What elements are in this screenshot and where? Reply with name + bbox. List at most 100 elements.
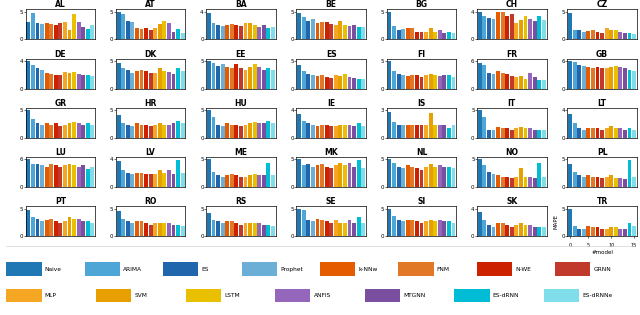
Bar — [49, 124, 53, 138]
Bar — [609, 31, 613, 39]
Bar — [500, 73, 504, 89]
Bar — [262, 123, 266, 138]
Bar — [429, 28, 433, 39]
Bar — [163, 223, 166, 236]
Bar — [392, 72, 396, 89]
Bar — [271, 27, 275, 39]
Bar — [568, 164, 572, 187]
Text: FNM: FNM — [437, 266, 450, 272]
Bar — [452, 168, 456, 187]
Bar — [244, 23, 248, 39]
Bar — [248, 223, 252, 236]
Bar — [262, 26, 266, 39]
Bar — [623, 33, 627, 39]
Bar — [573, 172, 577, 187]
Bar — [586, 226, 590, 236]
Bar — [628, 70, 632, 89]
Bar — [510, 178, 514, 187]
Bar — [573, 30, 577, 39]
Bar — [614, 128, 618, 138]
Bar — [45, 73, 49, 89]
Bar — [31, 164, 35, 187]
Bar — [492, 74, 495, 89]
Bar — [131, 174, 134, 187]
Bar — [343, 223, 347, 236]
Bar — [68, 30, 72, 39]
Bar — [86, 221, 90, 236]
Bar — [40, 221, 44, 236]
Title: CZ: CZ — [596, 0, 608, 9]
Bar — [63, 22, 67, 39]
Bar — [72, 219, 76, 236]
Bar — [537, 16, 541, 39]
Bar — [144, 124, 148, 138]
Bar — [26, 110, 30, 138]
Bar — [135, 123, 139, 138]
Bar — [573, 62, 577, 89]
Bar — [90, 223, 94, 236]
Title: ME: ME — [234, 148, 248, 157]
Bar — [524, 176, 527, 187]
Bar — [356, 123, 360, 138]
Bar — [239, 176, 243, 187]
Bar — [68, 123, 72, 138]
Bar — [302, 210, 306, 236]
Bar — [334, 220, 338, 236]
Title: ES: ES — [326, 49, 337, 59]
Bar — [582, 66, 586, 89]
Bar — [307, 20, 310, 39]
Title: LV: LV — [146, 148, 156, 157]
Bar — [415, 125, 419, 138]
Bar — [605, 176, 609, 187]
Bar — [343, 125, 347, 138]
Title: IE: IE — [327, 99, 335, 108]
Bar — [234, 25, 238, 39]
Bar — [40, 124, 44, 138]
Bar — [500, 176, 504, 187]
Bar — [528, 225, 532, 236]
Bar — [225, 221, 229, 236]
Bar — [433, 75, 437, 89]
Bar — [63, 72, 67, 89]
Bar — [31, 217, 35, 236]
Bar — [135, 28, 139, 39]
Bar — [438, 76, 442, 89]
Bar — [72, 72, 76, 89]
Title: SE: SE — [326, 197, 337, 206]
Bar — [248, 67, 252, 89]
Bar — [316, 76, 319, 89]
Bar — [180, 173, 184, 187]
Bar — [348, 220, 351, 236]
Bar — [618, 67, 622, 89]
Bar — [401, 29, 405, 39]
Bar — [320, 220, 324, 236]
Bar — [537, 130, 541, 138]
Bar — [577, 30, 581, 39]
Bar — [86, 169, 90, 187]
Bar — [401, 168, 405, 187]
Bar — [167, 223, 171, 236]
Bar — [406, 125, 410, 138]
Bar — [478, 12, 482, 39]
Bar — [424, 125, 428, 138]
Bar — [239, 26, 243, 39]
Bar — [72, 165, 76, 187]
Bar — [334, 26, 338, 39]
Bar — [438, 125, 442, 138]
Bar — [253, 64, 257, 89]
Bar — [140, 70, 143, 89]
Bar — [262, 175, 266, 187]
Bar — [81, 221, 85, 236]
Bar — [600, 130, 604, 138]
Bar — [266, 68, 270, 89]
Bar — [221, 126, 225, 138]
Bar — [40, 24, 44, 39]
Bar — [248, 175, 252, 187]
Bar — [614, 178, 618, 187]
Bar — [356, 26, 360, 39]
Bar — [600, 33, 604, 39]
Bar — [297, 159, 301, 187]
Text: ES-dRNN: ES-dRNN — [493, 293, 519, 298]
Bar — [90, 167, 94, 187]
Bar — [81, 124, 85, 138]
